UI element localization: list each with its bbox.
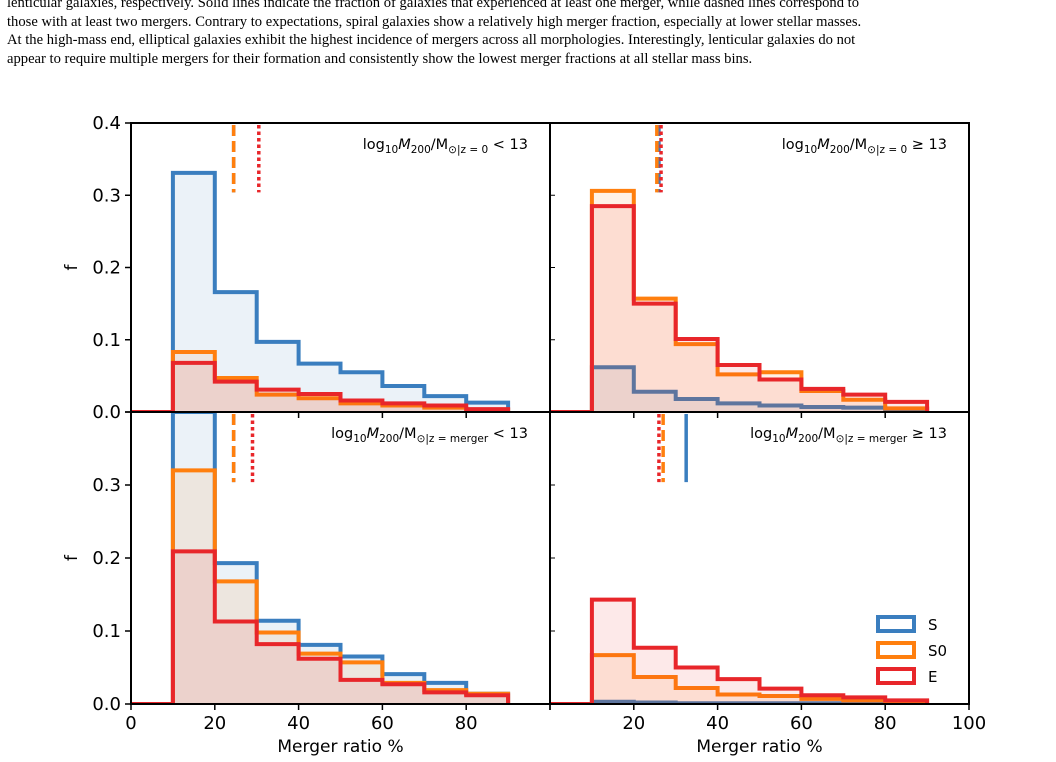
panel-label-part: log	[782, 137, 804, 153]
panel-label-part: < 13	[488, 137, 528, 153]
panel-label-part: 200	[379, 433, 399, 445]
panel-label: log10M200/M⊙|z = 0 ≥ 13	[782, 137, 947, 156]
hist-fill-e	[131, 362, 509, 412]
hist-step-e	[550, 597, 930, 704]
hist-step-s0	[131, 468, 511, 704]
hist-fill-e	[131, 551, 509, 704]
x-tick-label: 20	[622, 713, 645, 734]
panel-label-part: 10	[804, 144, 817, 156]
x-tick-label: 60	[371, 713, 394, 734]
panel-label-part: ⊙|z = merger	[417, 433, 489, 445]
y-axis-label: f	[62, 264, 82, 271]
panel-label-part: /M	[850, 137, 867, 153]
x-tick-label: 20	[203, 713, 226, 734]
panel-label-part: ≥ 13	[907, 137, 947, 153]
legend-swatch-s0	[876, 641, 916, 659]
plot-area	[131, 412, 511, 704]
x-tick-label: 40	[706, 713, 729, 734]
panel-label-part: ⊙|z = 0	[448, 144, 488, 156]
legend-label-s: S	[928, 616, 938, 634]
y-tick-label: 0.3	[92, 185, 121, 206]
x-tick-label: 60	[790, 713, 813, 734]
hist-step-e	[131, 360, 511, 412]
y-tick-label: 0.3	[92, 475, 121, 496]
panel-label-part: M	[817, 137, 830, 153]
panel-label-part: M	[786, 426, 799, 442]
y-tick-label: 0.0	[92, 402, 121, 423]
panel-label-part: /M	[399, 426, 416, 442]
x-tick-label: 80	[874, 713, 897, 734]
hist-fill-s	[131, 172, 509, 412]
legend-label-e: E	[928, 668, 937, 686]
hist-step-e	[550, 204, 930, 412]
hist-step-s	[131, 170, 511, 412]
y-tick-label: 0.1	[92, 330, 121, 351]
panel-label-part: log	[750, 426, 772, 442]
caption-line: lenticular galaxies, respectively. Solid…	[7, 0, 860, 11]
x-tick-label: 0	[125, 713, 136, 734]
panel-label-part: log	[363, 137, 385, 153]
plot-area	[550, 188, 930, 412]
x-axis-label: Merger ratio %	[696, 737, 822, 757]
legend-label-s0: S0	[928, 642, 947, 660]
hist-fill-e	[550, 206, 928, 412]
caption-line: At the high-mass end, elliptical galaxie…	[7, 32, 856, 48]
hist-fill-s0	[131, 470, 509, 704]
x-tick-label: 40	[287, 713, 310, 734]
caption-line: appear to require multiple mergers for t…	[7, 50, 753, 67]
panel-label: log10M200/M⊙|z = 0 < 13	[363, 137, 528, 156]
hist-step-s	[131, 412, 511, 704]
hist-fill-s	[131, 412, 509, 704]
plot-area	[131, 170, 511, 412]
legend-swatch-e	[876, 667, 916, 685]
panel-label-part: < 13	[488, 426, 528, 442]
panel-label-part: 10	[385, 144, 398, 156]
panel-label-part: 200	[830, 144, 850, 156]
y-tick-label: 0.1	[92, 621, 121, 642]
panel-label-part: 200	[411, 144, 431, 156]
panel-label-part: log	[331, 426, 353, 442]
x-axis-label: Merger ratio %	[277, 737, 403, 757]
hist-fill-s0	[131, 352, 509, 412]
panel-label-part: 200	[798, 433, 818, 445]
panel-label-part: M	[398, 137, 411, 153]
panel-label-part: /M	[818, 426, 835, 442]
hist-fill-s0	[550, 655, 928, 704]
hist-fill-s	[550, 367, 928, 412]
figure-caption: lenticular galaxies, respectively. Solid…	[7, 0, 1051, 68]
panel-top-right: log10M200/M⊙|z = 0 ≥ 13	[549, 122, 970, 418]
y-tick-label: 0.4	[92, 113, 121, 134]
x-tick-label: 80	[455, 713, 478, 734]
legend: S S0 E	[876, 615, 947, 686]
panel-label-part: 10	[772, 433, 785, 445]
panel-top-left: 0.0 0.1 0.2 0.3 0.4 f log10M200/M⊙|z = 0 < 13	[62, 113, 551, 423]
panel-label-part: /M	[431, 137, 448, 153]
panel-bottom-left: 0 20 40 60 80 Merger ratio % 0.0 0.1 0.2 0.3 f log1…	[62, 411, 551, 757]
panel-label-part: ⊙|z = 0	[867, 144, 907, 156]
panel-bottom-right: 20 40 60 80 100 Merger ratio % log10M200/M⊙|z …	[549, 411, 986, 757]
caption-line: those with at least two mergers. Contrar…	[7, 13, 862, 30]
panel-label-part: ⊙|z = merger	[836, 433, 908, 445]
y-tick-label: 0.2	[92, 258, 121, 279]
x-tick-label: 100	[952, 713, 986, 734]
y-tick-label: 0.2	[92, 548, 121, 569]
panel-label: log10M200/M⊙|z = merger ≥ 13	[750, 426, 947, 445]
hist-step-e	[131, 549, 511, 704]
panel-label-part: ≥ 13	[907, 426, 947, 442]
hist-fill-e	[550, 599, 928, 704]
y-tick-label: 0.0	[92, 694, 121, 715]
y-axis-label: f	[62, 554, 82, 561]
hist-fill-s0	[550, 190, 928, 412]
legend-swatch-s	[876, 615, 916, 633]
panel-label-part: 10	[353, 433, 366, 445]
panel-label-part: M	[367, 426, 380, 442]
panel-label: log10M200/M⊙|z = merger < 13	[331, 426, 528, 445]
plot-area	[550, 597, 930, 704]
